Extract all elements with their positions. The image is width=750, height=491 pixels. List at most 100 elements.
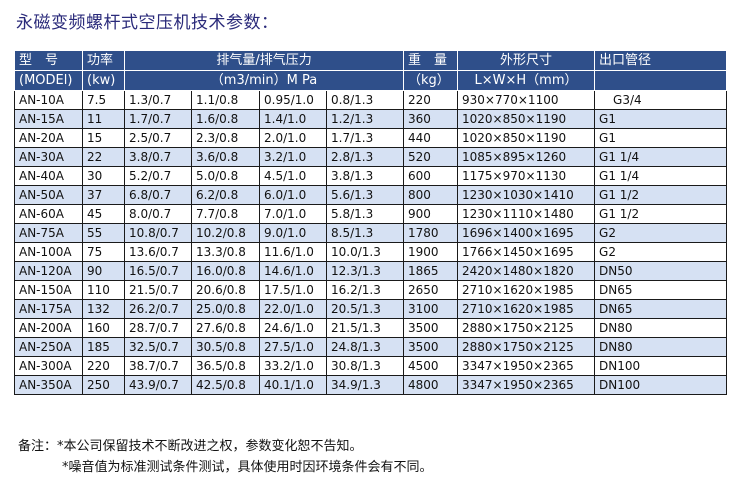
cell-model: AN-75A xyxy=(14,223,83,243)
cell-weight: 360 xyxy=(403,109,459,129)
cell-power: 45 xyxy=(82,204,125,224)
cell-power: 220 xyxy=(82,356,125,376)
cell-dimensions: 2880×1750×2125 xyxy=(457,318,596,338)
cell-flow-1-0: 4.5/1.0 xyxy=(259,166,327,186)
cell-flow-0-7: 1.7/0.7 xyxy=(124,109,192,129)
header-row-1: 型 号 功率 排气量/排气压力 重 量 外形尺寸 出口管径 xyxy=(14,50,728,71)
cell-outlet: DN65 xyxy=(594,299,728,319)
page-title: 永磁变频螺杆式空压机技术参数： xyxy=(16,13,279,33)
cell-power: 185 xyxy=(82,337,125,357)
cell-dimensions: 1230×1110×1480 xyxy=(457,204,596,224)
cell-model: AN-120A xyxy=(14,261,83,281)
cell-flow-0-7: 26.2/0.7 xyxy=(124,299,192,319)
cell-flow-0-8: 1.1/0.8 xyxy=(191,90,260,110)
cell-flow-0-7: 5.2/0.7 xyxy=(124,166,192,186)
cell-power: 250 xyxy=(82,375,125,395)
table-row: AN-10A 7.5 1.3/0.7 1.1/0.8 0.95/1.0 0.8/1.3 22… xyxy=(14,90,728,110)
table-row: AN-50A 37 6.8/0.7 6.2/0.8 6.0/1.0 5.6/1.3 800 1… xyxy=(14,185,728,205)
table-row: AN-20A 15 2.5/0.7 2.3/0.8 2.0/1.0 1.7/1.3 440 1… xyxy=(14,128,728,148)
note-line-1: 备注：*本公司保留技术不断改进之权，参数变化恕不告知。 xyxy=(18,439,363,454)
cell-outlet: G2 xyxy=(594,223,728,243)
table-row: AN-30A 22 3.8/0.7 3.6/0.8 3.2/1.0 2.8/1.3 520 1… xyxy=(14,147,728,167)
cell-model: AN-15A xyxy=(14,109,83,129)
table-row: AN-60A 45 8.0/0.7 7.7/0.8 7.0/1.0 5.8/1.3 900 1… xyxy=(14,204,728,224)
cell-model: AN-350A xyxy=(14,375,83,395)
cell-outlet: G1 xyxy=(594,128,728,148)
cell-outlet: G1 1/4 xyxy=(594,166,728,186)
cell-flow-1-0: 2.0/1.0 xyxy=(259,128,327,148)
cell-flow-1-3: 8.5/1.3 xyxy=(325,223,405,243)
cell-power: 22 xyxy=(82,147,125,167)
cell-outlet: G1 xyxy=(594,109,728,129)
header-dimensions-sub: L×W×H（mm） xyxy=(457,70,596,91)
cell-flow-1-3: 0.8/1.3 xyxy=(325,90,405,110)
cell-flow-0-8: 5.0/0.8 xyxy=(191,166,260,186)
header-flow-pressure: 排气量/排气压力 xyxy=(123,50,405,71)
spec-table-body: AN-10A 7.5 1.3/0.7 1.1/0.8 0.95/1.0 0.8/1.3 22… xyxy=(14,90,728,395)
cell-dimensions: 1696×1400×1695 xyxy=(457,223,596,243)
cell-outlet: G1 1/4 xyxy=(594,147,728,167)
header-power: 功率 xyxy=(82,50,125,71)
cell-flow-1-0: 27.5/1.0 xyxy=(259,337,327,357)
table-row: AN-15A 11 1.7/0.7 1.6/0.8 1.4/1.0 1.2/1.3 360 1… xyxy=(14,109,728,129)
cell-power: 75 xyxy=(82,242,125,262)
cell-dimensions: 2420×1480×1820 xyxy=(457,261,596,281)
cell-weight: 520 xyxy=(403,147,459,167)
cell-dimensions: 1020×850×1190 xyxy=(457,109,596,129)
cell-flow-1-3: 1.7/1.3 xyxy=(325,128,405,148)
cell-flow-0-8: 27.6/0.8 xyxy=(191,318,260,338)
cell-power: 30 xyxy=(82,166,125,186)
cell-weight: 1780 xyxy=(403,223,459,243)
header-weight: 重 量 xyxy=(403,50,459,71)
table-row: AN-200A 160 28.7/0.7 27.6/0.8 24.6/1.0 21.5/1… xyxy=(14,318,728,338)
cell-outlet: G1 1/2 xyxy=(594,204,728,224)
cell-flow-0-8: 13.3/0.8 xyxy=(191,242,260,262)
cell-outlet: DN100 xyxy=(594,375,728,395)
cell-model: AN-40A xyxy=(14,166,83,186)
cell-model: AN-50A xyxy=(14,185,83,205)
note-line-2: *噪音值为标准测试条件测试，具体使用时因环境条件会有不同。 xyxy=(62,460,433,475)
cell-flow-1-0: 22.0/1.0 xyxy=(259,299,327,319)
table-row: AN-350A 250 43.9/0.7 42.5/0.8 40.1/1.0 34.9/1… xyxy=(14,375,728,395)
cell-weight: 220 xyxy=(403,90,459,110)
cell-flow-1-0: 6.0/1.0 xyxy=(259,185,327,205)
header-outlet: 出口管径 xyxy=(594,50,728,71)
cell-model: AN-175A xyxy=(14,299,83,319)
cell-dimensions: 930×770×1100 xyxy=(457,90,596,110)
cell-flow-0-7: 13.6/0.7 xyxy=(124,242,192,262)
cell-power: 132 xyxy=(82,299,125,319)
header-model: 型 号 xyxy=(14,50,83,71)
cell-power: 55 xyxy=(82,223,125,243)
cell-flow-1-0: 33.2/1.0 xyxy=(259,356,327,376)
cell-model: AN-250A xyxy=(14,337,83,357)
cell-flow-0-7: 21.5/0.7 xyxy=(124,280,192,300)
cell-flow-1-0: 24.6/1.0 xyxy=(259,318,327,338)
cell-flow-0-8: 42.5/0.8 xyxy=(191,375,260,395)
cell-flow-1-0: 7.0/1.0 xyxy=(259,204,327,224)
cell-weight: 2650 xyxy=(403,280,459,300)
cell-model: AN-300A xyxy=(14,356,83,376)
cell-flow-1-3: 2.8/1.3 xyxy=(325,147,405,167)
table-row: AN-300A 220 38.7/0.7 36.5/0.8 33.2/1.0 30.8/1… xyxy=(14,356,728,376)
cell-flow-0-8: 3.6/0.8 xyxy=(191,147,260,167)
cell-outlet: DN80 xyxy=(594,337,728,357)
cell-flow-1-0: 40.1/1.0 xyxy=(259,375,327,395)
cell-dimensions: 3347×1950×2365 xyxy=(457,356,596,376)
cell-weight: 3100 xyxy=(403,299,459,319)
cell-flow-0-7: 6.8/0.7 xyxy=(124,185,192,205)
cell-model: AN-20A xyxy=(14,128,83,148)
cell-flow-0-7: 3.8/0.7 xyxy=(124,147,192,167)
cell-flow-1-3: 10.0/1.3 xyxy=(325,242,405,262)
cell-weight: 3500 xyxy=(403,337,459,357)
cell-outlet: G2 xyxy=(594,242,728,262)
cell-outlet: DN100 xyxy=(594,356,728,376)
cell-flow-0-8: 1.6/0.8 xyxy=(191,109,260,129)
cell-dimensions: 2880×1750×2125 xyxy=(457,337,596,357)
cell-power: 110 xyxy=(82,280,125,300)
cell-flow-0-7: 1.3/0.7 xyxy=(124,90,192,110)
cell-flow-1-3: 12.3/1.3 xyxy=(325,261,405,281)
cell-flow-1-0: 9.0/1.0 xyxy=(259,223,327,243)
cell-flow-0-7: 8.0/0.7 xyxy=(124,204,192,224)
table-row: AN-40A 30 5.2/0.7 5.0/0.8 4.5/1.0 3.8/1.3 600 1… xyxy=(14,166,728,186)
cell-flow-0-8: 25.0/0.8 xyxy=(191,299,260,319)
